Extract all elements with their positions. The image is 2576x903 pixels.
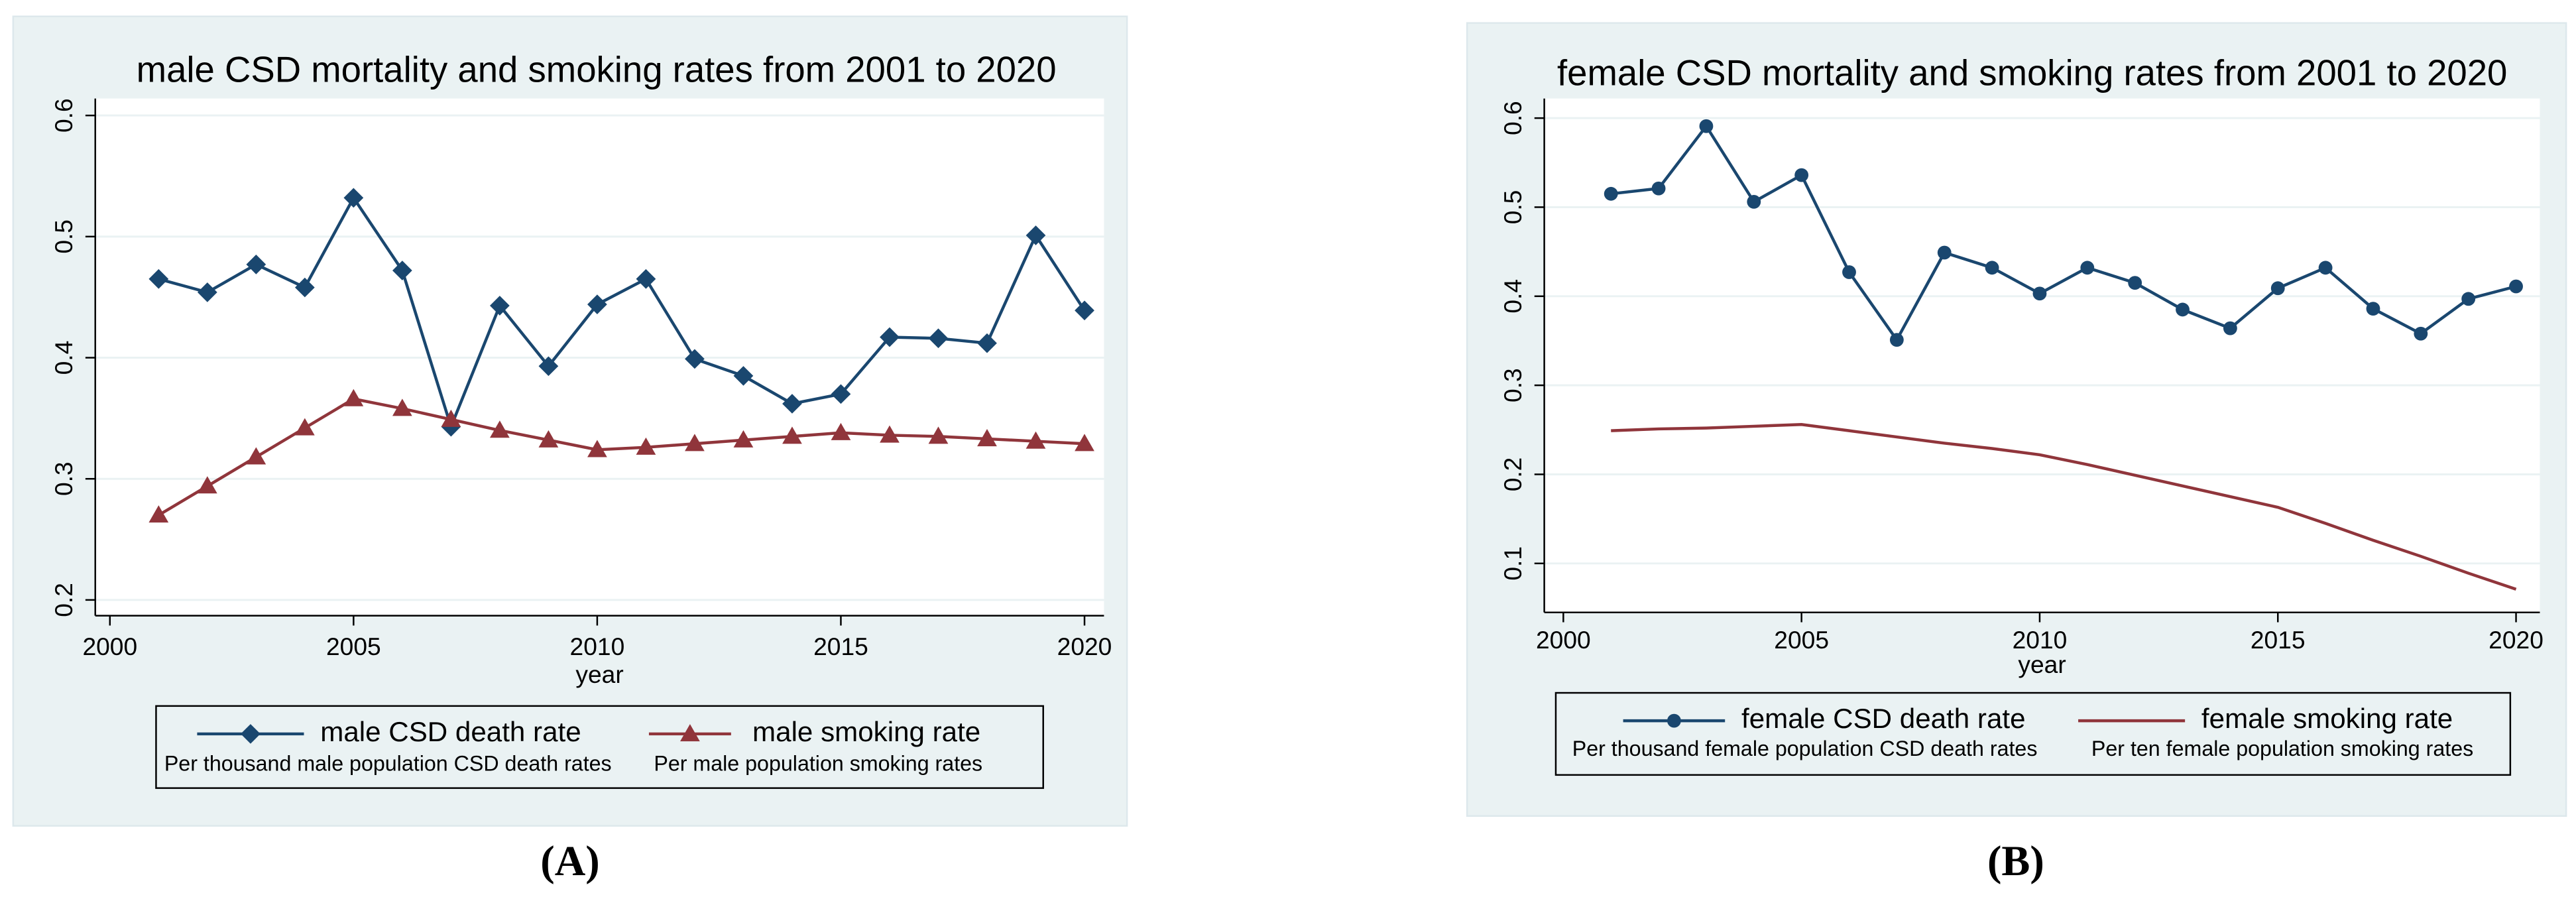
marker xyxy=(1604,186,1618,201)
marker xyxy=(490,296,510,316)
marker xyxy=(2223,321,2237,335)
marker xyxy=(2414,326,2428,341)
marker xyxy=(1667,713,1681,728)
legend-label: male CSD death rate xyxy=(320,716,581,747)
marker xyxy=(1651,181,1666,196)
x-tick-label: 2000 xyxy=(1536,626,1591,654)
marker xyxy=(2176,302,2190,317)
legend-box xyxy=(155,705,1044,789)
series-line xyxy=(1611,423,2517,591)
series-line xyxy=(1610,123,2517,343)
marker xyxy=(685,349,705,369)
marker xyxy=(538,356,559,377)
marker xyxy=(2318,261,2333,275)
legend-box xyxy=(1554,692,2512,776)
marker xyxy=(1075,434,1094,452)
marker xyxy=(2128,276,2142,290)
marker xyxy=(2080,261,2095,275)
marker xyxy=(490,420,510,438)
marker xyxy=(2270,281,2285,296)
x-axis-title: year xyxy=(575,660,623,688)
legend-note: Per ten female population smoking rates xyxy=(2091,737,2473,760)
x-tick-label: 2020 xyxy=(2488,626,2544,654)
marker xyxy=(241,724,261,744)
x-tick-label: 2005 xyxy=(1774,626,1829,654)
y-tick-label: 0.4 xyxy=(1499,279,1527,314)
y-tick-label: 0.5 xyxy=(1499,190,1527,225)
marker xyxy=(880,425,900,443)
legend-note: Per thousand male population CSD death r… xyxy=(164,751,612,775)
marker xyxy=(1985,261,1999,275)
marker xyxy=(1842,265,1856,279)
marker xyxy=(636,437,656,455)
marker xyxy=(2366,302,2380,316)
marker xyxy=(197,282,217,302)
marker xyxy=(441,409,461,427)
marker xyxy=(392,261,412,280)
marker xyxy=(294,418,315,436)
marker xyxy=(1025,225,1046,245)
x-tick-label: 2000 xyxy=(82,632,137,660)
legend-label: female CSD death rate xyxy=(1741,703,2026,734)
y-tick-label: 0.6 xyxy=(1499,101,1527,135)
marker xyxy=(831,384,851,404)
marker xyxy=(1075,300,1094,321)
x-tick-label: 2005 xyxy=(326,632,381,660)
y-tick-label: 0.4 xyxy=(50,341,78,375)
plot-area xyxy=(1544,98,2540,613)
legend-note: Per male population smoking rates xyxy=(654,751,982,775)
marker xyxy=(1937,245,1952,260)
marker xyxy=(2509,279,2523,294)
panel-label: (B) xyxy=(1987,837,2044,884)
marker xyxy=(538,430,559,448)
marker xyxy=(1025,431,1046,449)
marker xyxy=(197,476,217,494)
marker xyxy=(587,440,607,457)
x-tick-label: 2020 xyxy=(1057,632,1112,660)
marker xyxy=(2461,292,2476,306)
marker xyxy=(880,327,900,347)
series-line xyxy=(158,397,1085,516)
panel-label: (A) xyxy=(540,837,599,884)
marker xyxy=(246,447,266,465)
marker xyxy=(343,188,364,208)
y-tick-label: 0.6 xyxy=(50,98,78,133)
marker xyxy=(343,389,364,406)
marker xyxy=(2032,286,2047,301)
legend-label: male smoking rate xyxy=(752,716,980,747)
chart-title: male CSD mortality and smoking rates fro… xyxy=(137,49,1057,90)
x-axis-title: year xyxy=(2018,650,2066,678)
y-tick-label: 0.2 xyxy=(50,583,78,617)
marker xyxy=(782,426,802,444)
y-tick-label: 0.3 xyxy=(1499,368,1527,402)
marker xyxy=(392,398,412,416)
marker xyxy=(1889,333,1904,347)
marker xyxy=(1699,119,1714,133)
x-tick-label: 2010 xyxy=(2013,626,2068,654)
marker xyxy=(685,434,705,452)
legend-note: Per thousand female population CSD death… xyxy=(1572,737,2038,760)
marker xyxy=(831,422,851,440)
marker xyxy=(733,430,754,448)
y-tick-label: 0.3 xyxy=(50,461,78,496)
x-tick-label: 2015 xyxy=(813,632,868,660)
marker xyxy=(928,426,949,444)
x-tick-label: 2010 xyxy=(570,632,625,660)
x-tick-label: 2015 xyxy=(2251,626,2306,654)
marker xyxy=(148,505,169,523)
y-tick-label: 0.2 xyxy=(1499,457,1527,492)
y-tick-label: 0.5 xyxy=(50,219,78,254)
y-tick-label: 0.1 xyxy=(1499,546,1527,581)
chart-title: female CSD mortality and smoking rates f… xyxy=(1557,52,2507,93)
marker xyxy=(977,429,997,447)
marker xyxy=(977,333,997,353)
marker xyxy=(1794,168,1809,182)
legend-label: female smoking rate xyxy=(2201,703,2453,734)
marker xyxy=(680,724,700,742)
marker xyxy=(1747,195,1761,209)
